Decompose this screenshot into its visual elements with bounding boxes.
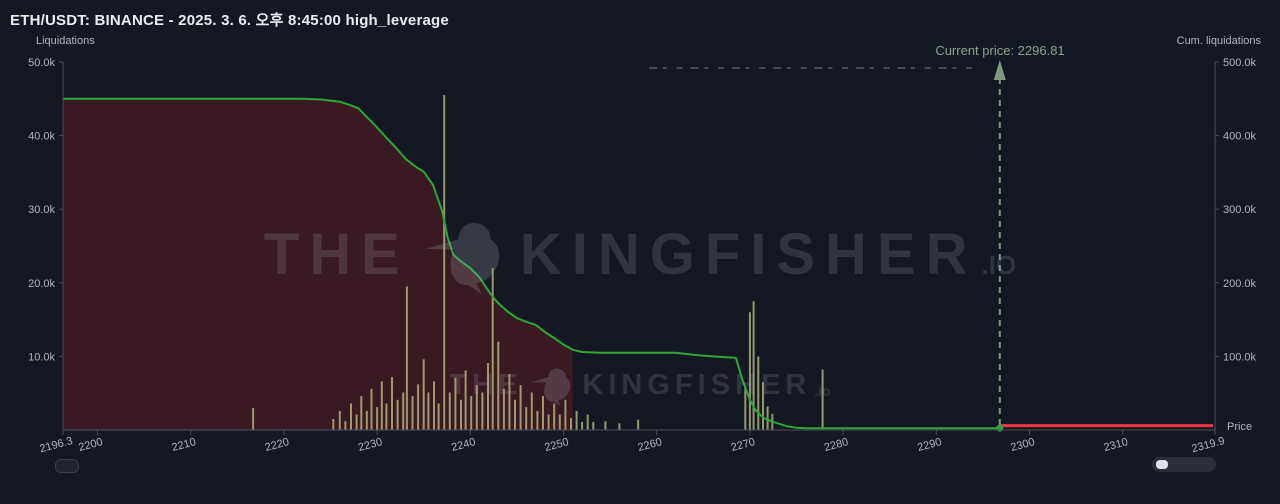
svg-text:200.0k: 200.0k <box>1223 278 1257 290</box>
svg-text:2310: 2310 <box>1103 436 1130 454</box>
svg-text:400.0k: 400.0k <box>1223 131 1257 143</box>
current-price-label: Current price: 2296.81 <box>935 43 1065 58</box>
svg-text:2270: 2270 <box>730 436 757 454</box>
svg-text:2300: 2300 <box>1009 436 1036 454</box>
svg-text:20.0k: 20.0k <box>28 278 55 290</box>
svg-text:30.0k: 30.0k <box>28 204 55 216</box>
svg-text:2319.9: 2319.9 <box>1190 435 1226 455</box>
svg-text:2250: 2250 <box>543 436 570 454</box>
svg-text:2196.3: 2196.3 <box>38 435 74 455</box>
current-price-marker <box>993 60 1006 432</box>
svg-text:500.0k: 500.0k <box>1223 57 1257 69</box>
price-axis-label: Price <box>1227 421 1253 433</box>
right-axis-ticks: 500.0k 400.0k 300.0k 200.0k 100.0k <box>1215 57 1257 363</box>
svg-text:40.0k: 40.0k <box>28 131 55 143</box>
svg-text:50.0k: 50.0k <box>28 57 55 69</box>
scrollbar-left-handle[interactable] <box>55 459 79 473</box>
x-axis-ticks: 2196.3 2200 2210 2220 2230 2240 2250 2260 2270 22… <box>38 430 1226 455</box>
svg-text:2240: 2240 <box>450 436 477 454</box>
svg-text:2260: 2260 <box>637 436 664 454</box>
svg-text:2280: 2280 <box>823 436 850 454</box>
svg-text:300.0k: 300.0k <box>1223 204 1257 216</box>
cumulative-liquidations-line <box>63 97 1000 430</box>
right-axis-title: Cum. liquidations <box>1176 35 1261 47</box>
left-axis-ticks: 50.0k 40.0k 30.0k 20.0k 10.0k <box>28 57 63 363</box>
svg-text:2220: 2220 <box>264 436 291 454</box>
svg-text:10.0k: 10.0k <box>28 351 55 363</box>
cumulative-area-fill <box>63 98 573 431</box>
scrollbar-right-track[interactable] <box>1152 457 1216 472</box>
liquidation-bars <box>252 95 824 430</box>
svg-text:2200: 2200 <box>77 436 104 454</box>
svg-text:2210: 2210 <box>171 436 198 454</box>
svg-text:100.0k: 100.0k <box>1223 351 1257 363</box>
axis-frame <box>62 62 1216 431</box>
left-axis-title: Liquidations <box>36 35 95 47</box>
chart-title: ETH/USDT: BINANCE - 2025. 3. 6. 오후 8:45:… <box>10 12 449 29</box>
svg-text:2230: 2230 <box>357 436 384 454</box>
scrollbar-knob[interactable] <box>1156 460 1168 469</box>
faint-dashed-marks <box>649 67 973 69</box>
svg-text:2290: 2290 <box>916 436 943 454</box>
